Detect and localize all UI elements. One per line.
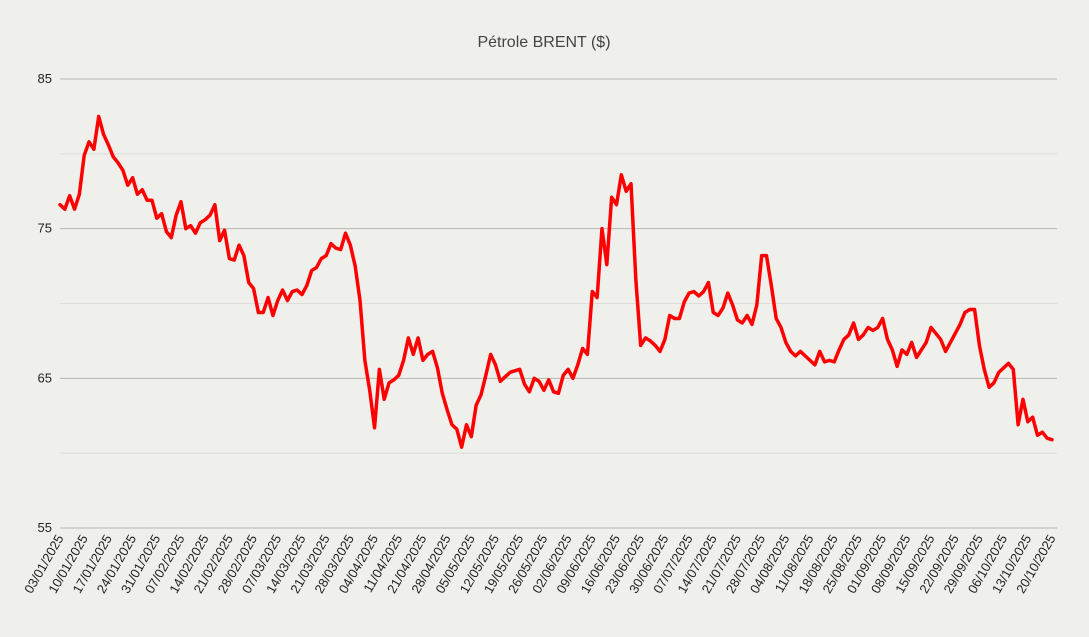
y-tick-label: 65: [38, 370, 52, 385]
y-tick-label: 75: [38, 221, 52, 236]
y-tick-label: 55: [38, 520, 52, 535]
y-tick-label: 85: [38, 71, 52, 86]
price-line: [58, 114, 1054, 449]
chart-title: Pétrole BRENT ($): [477, 34, 610, 51]
